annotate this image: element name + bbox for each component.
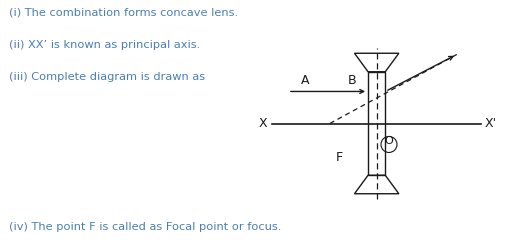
Bar [368, 72, 385, 175]
Text: (iii) Complete diagram is drawn as: (iii) Complete diagram is drawn as [9, 72, 205, 82]
Text: X': X' [485, 117, 497, 130]
Text: (i) The combination forms concave lens.: (i) The combination forms concave lens. [9, 7, 238, 17]
Text: B: B [348, 74, 356, 86]
Text: A: A [301, 74, 309, 86]
Text: O: O [385, 136, 393, 146]
Text: (ii) XX’ is known as principal axis.: (ii) XX’ is known as principal axis. [9, 40, 200, 49]
Text: F: F [336, 151, 343, 164]
Text: (iv) The point F is called as Focal point or focus.: (iv) The point F is called as Focal poin… [9, 222, 281, 232]
Text: X: X [259, 117, 267, 130]
